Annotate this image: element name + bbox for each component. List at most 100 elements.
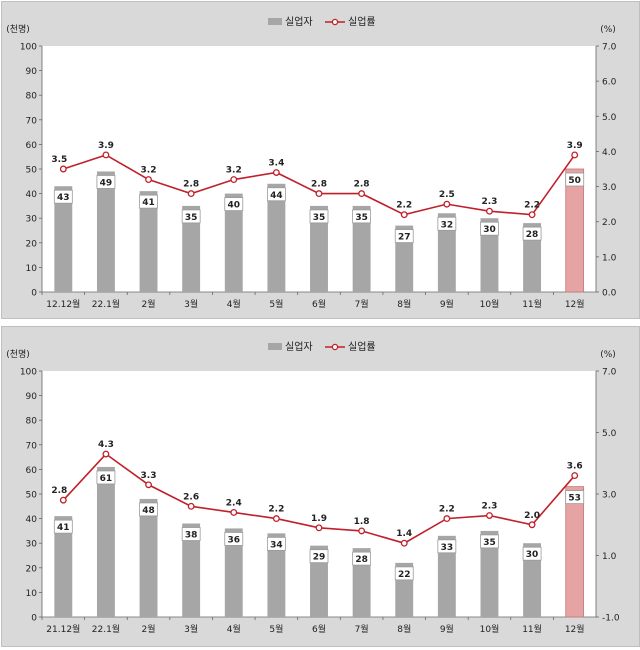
- x-tick-label: 4월: [227, 298, 241, 310]
- rate-point: [187, 502, 195, 510]
- y-right-tick-label: 5.0: [602, 429, 617, 439]
- bar-value-label: 38: [185, 531, 198, 541]
- y-left-tick-label: 10: [26, 589, 38, 599]
- bar: [267, 183, 286, 292]
- legend-marker: [331, 18, 339, 26]
- rate-value-label: 3.2: [141, 166, 157, 176]
- bar-value-label: 34: [270, 540, 283, 550]
- rate-point: [528, 211, 536, 219]
- bar-value-label: 35: [483, 538, 496, 548]
- y-right-tick-label: 3.0: [602, 491, 617, 501]
- rate-point: [528, 521, 536, 529]
- bar-value-label: 28: [526, 230, 539, 240]
- rate-point: [187, 190, 195, 198]
- x-tick-label: 9월: [440, 298, 454, 310]
- rate-value-label: 2.8: [354, 180, 370, 190]
- bar: [224, 193, 243, 292]
- rate-value-label: 2.4: [226, 498, 242, 508]
- rate-value-label: 3.9: [98, 141, 114, 151]
- bar: [352, 205, 371, 292]
- y-right-tick-label: 2.0: [602, 218, 617, 228]
- legend-label-bar: 실업자: [285, 15, 313, 28]
- rate-value-label: 2.2: [396, 201, 412, 211]
- x-tick-label: 3월: [184, 298, 198, 310]
- bar-value-label: 35: [185, 213, 198, 223]
- y-left-tick-label: 30: [26, 540, 38, 550]
- bar-value-label: 30: [483, 225, 496, 235]
- rate-value-label: 3.5: [51, 155, 67, 165]
- bar-value-box: [309, 209, 329, 224]
- rate-point: [272, 515, 280, 523]
- y-left-tick-label: 50: [26, 491, 38, 501]
- bar-value-box: [139, 194, 158, 209]
- bar-value-box: [437, 216, 457, 231]
- bar-value-label: 48: [142, 506, 155, 516]
- bar: [480, 218, 499, 292]
- y-left-tick-label: 10: [26, 264, 38, 274]
- bar-value-box: [139, 502, 158, 517]
- rate-point: [315, 524, 323, 532]
- chart-svg-1: 실업자 실업률 (천명) (%) 0 10 20 30 40 50 60 70 80 90 100 0.0 1.…: [6, 15, 617, 310]
- rate-value-label: 1.8: [354, 517, 370, 527]
- bar-value-label: 29: [313, 553, 326, 563]
- bar-value-box: [394, 566, 414, 581]
- y-right-tick-label: 1.0: [602, 552, 617, 562]
- bar-value-label: 35: [355, 213, 368, 223]
- x-tick-label: 6월: [312, 298, 326, 310]
- legend-marker: [331, 343, 339, 351]
- y-left-tick-label: 90: [26, 392, 38, 402]
- bar: [437, 535, 456, 617]
- x-tick-label: 7월: [355, 623, 369, 635]
- x-tick-label: 4월: [227, 623, 241, 635]
- bar-value-box: [181, 209, 201, 224]
- bar-value-box: [181, 527, 201, 541]
- y-left-tick-label: 50: [26, 166, 38, 176]
- bar-value-label: 28: [355, 555, 368, 565]
- x-tick-label: 8월: [397, 623, 411, 635]
- bar: [437, 213, 456, 292]
- bar-value-box: [522, 226, 542, 241]
- y-left-tick-label: 60: [26, 466, 38, 476]
- bar: [54, 186, 73, 292]
- y-right-tick-label: 5.0: [602, 113, 617, 123]
- y-right-tick-label: 1.0: [602, 253, 617, 263]
- y-right-tick-label: 0.0: [602, 289, 617, 299]
- y-left-tick-label: 30: [26, 215, 38, 225]
- x-tick-label: 12월: [565, 623, 585, 635]
- x-tick-label: 5월: [269, 623, 283, 635]
- rate-point: [400, 539, 408, 547]
- rate-value-label: 3.6: [567, 462, 583, 472]
- rate-value-label: 1.9: [311, 514, 327, 524]
- legend-swatch-bar: [268, 343, 282, 350]
- rate-point: [358, 190, 366, 198]
- x-tick-label: 10월: [480, 298, 500, 310]
- bar-value-label: 50: [568, 176, 581, 186]
- x-tick-label: 9월: [440, 623, 454, 635]
- y-left-tick-label: 0: [31, 289, 37, 299]
- bar: [224, 528, 243, 617]
- x-tick-label: 21.12월: [46, 623, 80, 635]
- x-tick-label: 11월: [522, 623, 542, 635]
- bar: [565, 486, 585, 618]
- rate-point: [400, 211, 408, 219]
- bar: [96, 466, 115, 617]
- bar: [565, 168, 585, 293]
- bar: [523, 543, 542, 617]
- bar-value-label: 35: [313, 213, 326, 223]
- bar-value-label: 27: [398, 233, 411, 243]
- y-left-tick-label: 0: [31, 614, 37, 624]
- rate-value-label: 2.6: [183, 492, 199, 502]
- y-right-tick-label: -1.0: [602, 614, 620, 624]
- y-left-tick-label: 70: [26, 116, 38, 126]
- bar-value-box: [437, 539, 457, 554]
- y-left-tick-label: 40: [26, 190, 38, 200]
- bar-value-box: [266, 536, 286, 551]
- y-left-tick-label: 20: [26, 564, 38, 574]
- rate-value-label: 2.3: [481, 197, 497, 207]
- rate-point: [145, 481, 152, 489]
- rate-value-label: 3.3: [141, 471, 157, 481]
- y-left-tick-label: 40: [26, 515, 38, 525]
- bar: [267, 533, 286, 617]
- x-tick-label: 22.1월: [92, 623, 120, 635]
- rate-point: [272, 169, 280, 176]
